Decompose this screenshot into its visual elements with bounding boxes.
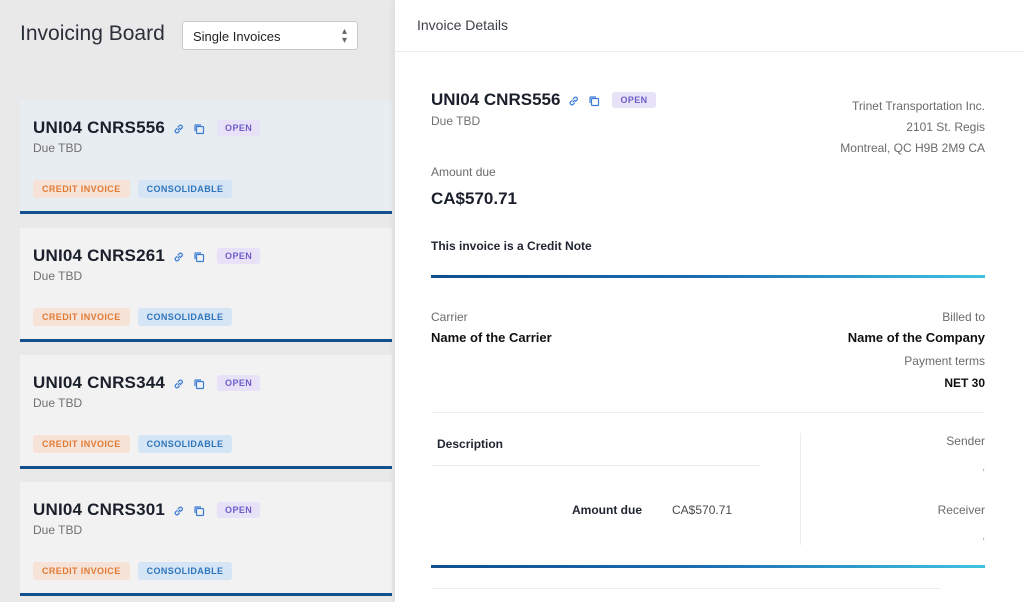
status-badge: OPEN bbox=[612, 92, 656, 108]
invoice-card[interactable]: UNI04 CNRS301 OPEN Due TBD CREDIT INVOIC… bbox=[20, 482, 392, 596]
receiver-label: Receiver bbox=[937, 503, 985, 517]
address-line: Montreal, QC H9B 2M9 CA bbox=[840, 141, 985, 155]
invoice-card-title: UNI04 CNRS556 bbox=[33, 118, 166, 137]
address-line: Trinet Transportation Inc. bbox=[852, 99, 985, 113]
payment-terms-value: NET 30 bbox=[944, 376, 985, 390]
consolidable-tag: CONSOLIDABLE bbox=[137, 435, 233, 453]
invoice-card[interactable]: UNI04 CNRS556 OPEN Due TBD CREDIT INVOIC… bbox=[20, 100, 392, 214]
divider bbox=[431, 465, 761, 466]
due-date: Due TBD bbox=[33, 396, 83, 410]
carrier-name: Name of the Carrier bbox=[431, 330, 552, 345]
link-icon[interactable] bbox=[173, 250, 185, 262]
invoicing-board: Invoicing Board Single Invoices ▴ ▾ UNI04… bbox=[0, 0, 395, 602]
due-date: Due TBD bbox=[33, 523, 83, 537]
page-title: Invoicing Board bbox=[20, 22, 165, 45]
link-icon[interactable] bbox=[173, 377, 185, 389]
line-amount-value: CA$570.71 bbox=[672, 503, 733, 517]
carrier-address: Trinet Transportation Inc. 2101 St. Regi… bbox=[840, 96, 985, 159]
panel-header: Invoice Details bbox=[395, 0, 1024, 52]
line-amount-label: Amount due bbox=[572, 503, 642, 517]
copy-icon[interactable] bbox=[193, 122, 205, 135]
credit-invoice-tag: CREDIT INVOICE bbox=[33, 180, 130, 198]
status-badge: OPEN bbox=[217, 502, 261, 518]
amount-due-label: Amount due bbox=[431, 165, 496, 179]
column-divider bbox=[800, 433, 801, 545]
due-date: Due TBD bbox=[33, 141, 83, 155]
consolidable-tag: CONSOLIDABLE bbox=[137, 180, 233, 198]
divider bbox=[431, 588, 940, 589]
amount-due-value: CA$570.71 bbox=[431, 189, 518, 208]
consolidable-tag: CONSOLIDABLE bbox=[137, 308, 233, 326]
invoice-card-title: UNI04 CNRS344 bbox=[33, 373, 166, 392]
credit-invoice-tag: CREDIT INVOICE bbox=[33, 435, 130, 453]
sender-label: Sender bbox=[946, 434, 985, 448]
invoice-details-panel: Invoice Details UNI04 CNRS556 OPEN Due T… bbox=[395, 0, 1024, 602]
section-divider bbox=[431, 275, 985, 278]
due-date: Due TBD bbox=[431, 114, 481, 128]
billed-to-name: Name of the Company bbox=[847, 330, 985, 345]
invoice-type-select-value: Single Invoices bbox=[193, 29, 281, 44]
consolidable-tag: CONSOLIDABLE bbox=[137, 562, 233, 580]
billed-to-label: Billed to bbox=[942, 310, 985, 324]
due-date: Due TBD bbox=[33, 269, 83, 283]
invoice-title-row: UNI04 CNRS556 OPEN bbox=[431, 90, 656, 110]
receiver-value: , bbox=[982, 531, 985, 542]
link-icon[interactable] bbox=[173, 122, 185, 134]
credit-note-text: This invoice is a Credit Note bbox=[431, 239, 592, 253]
invoice-card[interactable]: UNI04 CNRS344 OPEN Due TBD CREDIT INVOIC… bbox=[20, 355, 392, 469]
invoice-card[interactable]: UNI04 CNRS261 OPEN Due TBD CREDIT INVOIC… bbox=[20, 228, 392, 342]
invoice-title: UNI04 CNRS556 bbox=[431, 90, 561, 109]
status-badge: OPEN bbox=[217, 375, 261, 391]
carrier-label: Carrier bbox=[431, 310, 468, 324]
chevron-updown-icon: ▴ ▾ bbox=[341, 26, 347, 46]
copy-icon[interactable] bbox=[193, 504, 205, 517]
invoice-card-title: UNI04 CNRS261 bbox=[33, 246, 166, 265]
divider bbox=[431, 412, 985, 413]
credit-invoice-tag: CREDIT INVOICE bbox=[33, 308, 130, 326]
copy-icon[interactable] bbox=[193, 250, 205, 263]
link-icon[interactable] bbox=[568, 94, 580, 106]
address-line: 2101 St. Regis bbox=[906, 120, 985, 134]
credit-invoice-tag: CREDIT INVOICE bbox=[33, 562, 130, 580]
sender-value: , bbox=[982, 462, 985, 473]
payment-terms-label: Payment terms bbox=[904, 354, 985, 368]
invoice-type-select[interactable]: Single Invoices ▴ ▾ bbox=[182, 21, 358, 50]
link-icon[interactable] bbox=[173, 504, 185, 516]
copy-icon[interactable] bbox=[588, 94, 600, 107]
description-header: Description bbox=[437, 437, 504, 451]
status-badge: OPEN bbox=[217, 120, 261, 136]
invoice-card-title: UNI04 CNRS301 bbox=[33, 500, 166, 519]
copy-icon[interactable] bbox=[193, 377, 205, 390]
section-divider bbox=[431, 565, 985, 568]
status-badge: OPEN bbox=[217, 248, 261, 264]
